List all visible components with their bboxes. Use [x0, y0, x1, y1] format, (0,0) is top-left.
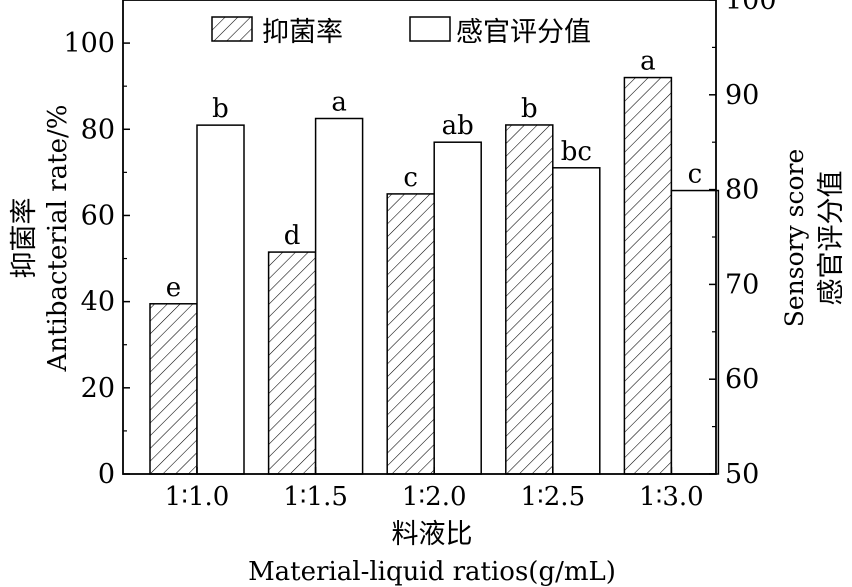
y2-tick-label: 50	[725, 459, 759, 490]
legend-label-antibacterial: 抑菌率	[262, 17, 343, 48]
y-tick-label: 0	[98, 459, 115, 490]
letter-sensory-3: ab	[442, 111, 474, 141]
bar-antibacterial-4	[505, 124, 554, 475]
letter-antibacterial-3: c	[403, 163, 418, 193]
x-axis-title-en: Material-liquid ratios(g/mL)	[248, 557, 616, 587]
y2-axis-title-en: Sensory score	[780, 149, 809, 328]
y2-tick-label: 90	[725, 80, 759, 111]
legend-swatch-hatched	[211, 16, 253, 42]
letter-sensory-4: bc	[561, 137, 592, 167]
y2-axis-title-cn: 感官评分值	[816, 171, 847, 306]
letter-antibacterial-2: d	[284, 221, 301, 251]
bar-sensory-2	[314, 117, 364, 475]
y-tick-label: 60	[81, 200, 115, 231]
letter-antibacterial-5: a	[640, 47, 656, 77]
x-tick-label-1: 1∶1.0	[165, 482, 230, 512]
bar-sensory-3	[433, 141, 482, 475]
y2-tick-label: 60	[725, 364, 759, 395]
y-tick-label: 100	[63, 28, 115, 59]
y-axis-title-en: Antibacterial rate/%	[43, 105, 73, 373]
bar-antibacterial-1	[149, 303, 198, 475]
y-tick-label: 20	[81, 373, 115, 404]
x-axis-title-cn: 料液比	[392, 519, 473, 550]
bar-sensory-4	[552, 167, 601, 475]
bars	[149, 76, 720, 475]
legend-swatch-open	[409, 16, 451, 42]
y-axis-title-cn: 抑菌率	[9, 198, 40, 279]
x-tick-label-5: 1∶3.0	[639, 482, 704, 512]
axis-ticks: 1∶1.0 1∶1.5 1∶2.0 1∶2.5 1∶3.0 0 20 40 60 80 100 50 6…	[63, 0, 777, 512]
y-tick-label: 80	[81, 114, 115, 145]
y2-tick-label: 100	[725, 0, 777, 16]
letter-sensory-2: a	[331, 88, 347, 118]
y2-tick-label: 70	[725, 269, 759, 300]
letter-sensory-5: c	[688, 160, 703, 190]
bar-antibacterial-5	[623, 76, 673, 475]
legend: 抑菌率 感官评分值	[211, 16, 591, 48]
y-tick-label: 40	[81, 287, 115, 318]
x-tick-label-4: 1∶2.5	[520, 482, 585, 512]
letter-antibacterial-4: b	[521, 94, 538, 124]
x-tick-label-3: 1∶2.0	[402, 482, 467, 512]
legend-label-sensory: 感官评分值	[456, 17, 591, 48]
x-tick-label-2: 1∶1.5	[283, 482, 348, 512]
bar-antibacterial-2	[267, 251, 317, 475]
y2-tick-label: 80	[725, 175, 759, 206]
bar-sensory-5	[670, 189, 720, 475]
letter-sensory-1: b	[212, 94, 229, 124]
letter-antibacterial-1: e	[166, 273, 181, 303]
bar-sensory-1	[196, 124, 245, 475]
bar-antibacterial-3	[386, 193, 435, 475]
